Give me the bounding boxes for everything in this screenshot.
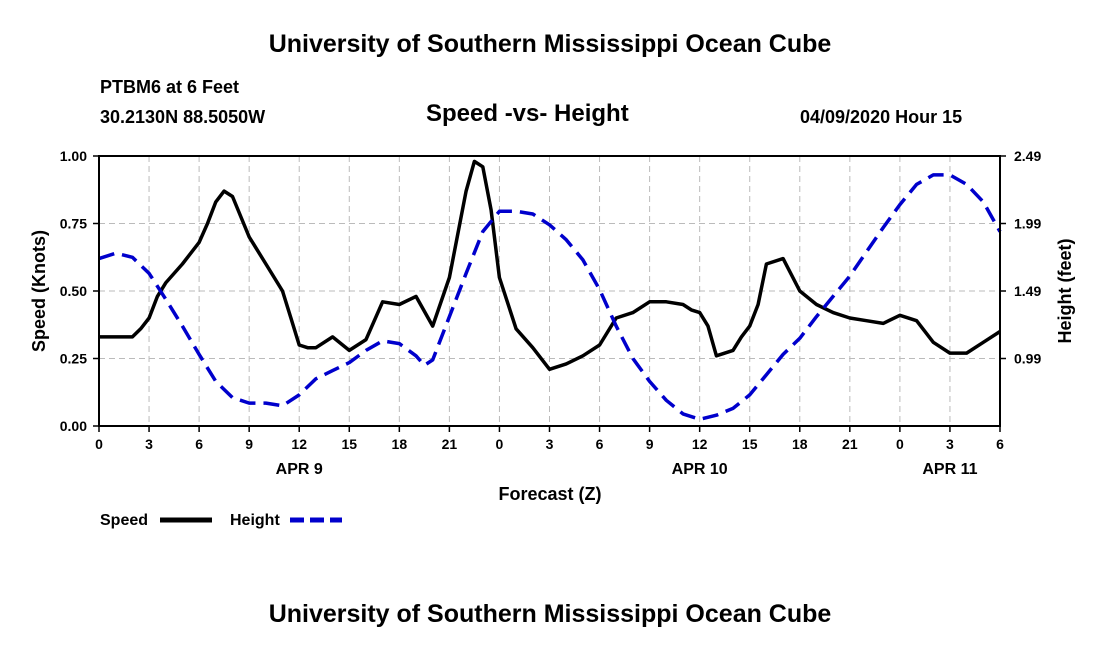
station-label: PTBM6 at 6 Feet	[100, 77, 240, 97]
forecast-date: 04/09/2020 Hour 15	[800, 107, 963, 127]
x-tick-label: 9	[646, 436, 654, 452]
data-series	[98, 159, 1002, 422]
y2-tick-label: 2.49	[1014, 148, 1041, 164]
y-tick-label: 0.75	[60, 216, 87, 232]
x-tick-label: 15	[742, 436, 758, 452]
legend: Speed Height	[100, 512, 342, 529]
y-tick-label: 0.25	[60, 351, 87, 367]
x-tick-label: 0	[896, 436, 904, 452]
date-label: APR 11	[922, 461, 977, 478]
date-label: APR 9	[276, 461, 323, 478]
x-tick-label: 3	[946, 436, 954, 452]
y-tick-label: 1.00	[60, 148, 87, 164]
date-label: APR 10	[672, 461, 728, 478]
coordinates-label: 30.2130N 88.5050W	[100, 107, 266, 127]
x-tick-label: 3	[546, 436, 554, 452]
x-axis-title: Forecast (Z)	[498, 484, 601, 504]
x-tick-label: 12	[692, 436, 708, 452]
y-tick-label: 0.00	[60, 418, 87, 434]
height-series-line	[98, 173, 1002, 422]
x-tick-label: 18	[792, 436, 808, 452]
y2-tick-label: 1.99	[1014, 216, 1041, 232]
x-tick-label: 3	[145, 436, 153, 452]
x-tick-label: 6	[996, 436, 1004, 452]
legend-speed-label: Speed	[100, 512, 148, 529]
chart-title: University of Southern Mississippi Ocean…	[268, 30, 832, 58]
x-tick-label: 21	[842, 436, 858, 452]
x-tick-label: 15	[341, 436, 357, 452]
x-tick-label: 6	[195, 436, 203, 452]
x-tick-label: 6	[596, 436, 604, 452]
legend-height-label: Height	[230, 512, 280, 529]
x-tick-label: 9	[245, 436, 253, 452]
y2-axis-title: Height (feet)	[1055, 239, 1075, 344]
y-tick-label: 0.50	[60, 283, 87, 299]
speed-series-line	[99, 159, 1001, 372]
y2-tick-label: 0.99	[1014, 351, 1041, 367]
x-tick-label: 12	[291, 436, 307, 452]
axes: 0 3 6 9 12 15 18 21 0 3 6 9 12 15 18 21 0 3 6 APR 9 APR 10 AP…	[60, 148, 1042, 478]
y2-tick-label: 1.49	[1014, 283, 1041, 299]
x-tick-label: 0	[95, 436, 103, 452]
x-tick-label: 21	[442, 436, 458, 452]
x-tick-label: 0	[496, 436, 504, 452]
x-tick-label: 18	[392, 436, 408, 452]
chart-subtitle: Speed -vs- Height	[426, 100, 629, 127]
footer-title: University of Southern Mississippi Ocean…	[268, 600, 832, 628]
y-axis-title: Speed (Knots)	[29, 230, 49, 352]
